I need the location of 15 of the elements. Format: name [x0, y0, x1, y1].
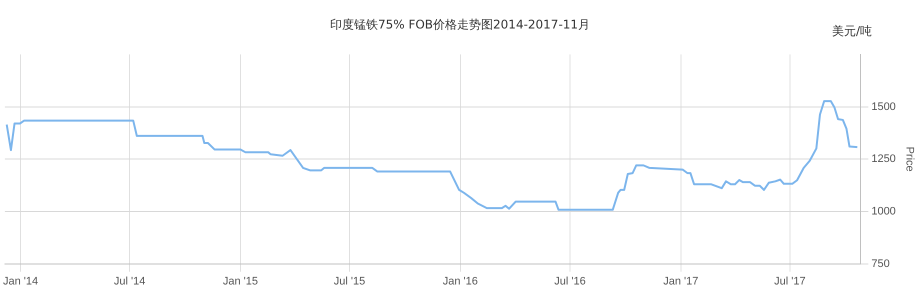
x-tick-label: Jan '15 — [222, 275, 258, 288]
chart-title: 印度锰铁75% FOB价格走势图2014-2017-11月 — [330, 17, 590, 32]
x-tick-label: Jan '17 — [663, 275, 698, 288]
y-tick-label: 1000 — [871, 205, 896, 218]
y-tick-label: 750 — [871, 258, 890, 270]
x-tick-label: Jul '14 — [114, 275, 146, 288]
x-tick-label: Jul '16 — [554, 275, 586, 288]
y-axis-title: Price — [903, 146, 916, 172]
x-tick-label: Jul '17 — [774, 275, 806, 288]
x-tick-label: Jan '16 — [442, 275, 478, 288]
y-tick-label: 1250 — [871, 153, 896, 166]
y-tick-label: 1500 — [871, 100, 896, 113]
x-tick-label: Jan '14 — [2, 275, 38, 288]
text: 美元/吨 — [832, 24, 872, 38]
x-tick-label: Jul '15 — [334, 275, 366, 288]
